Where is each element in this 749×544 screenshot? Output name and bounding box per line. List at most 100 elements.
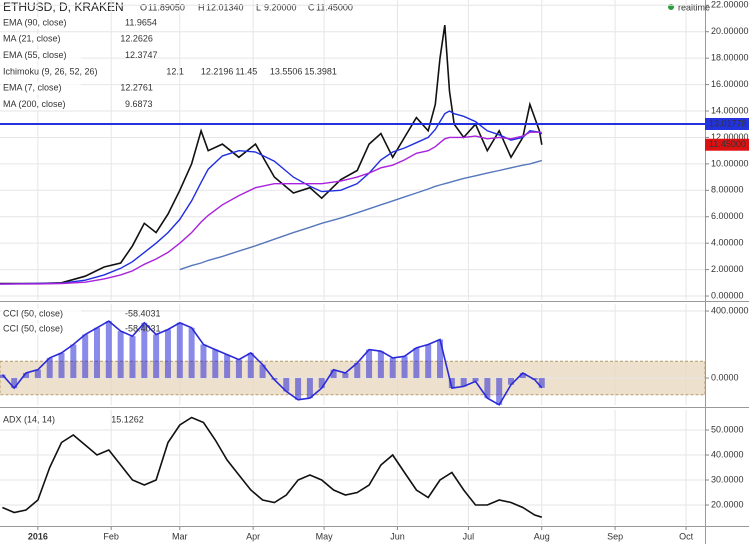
- y-tick-label: 12.00000: [711, 132, 749, 142]
- legend-value: 9.6873: [125, 99, 153, 109]
- legend-name: CCI (50, close): [3, 323, 63, 333]
- legend-name: MA (200, close): [3, 99, 66, 109]
- cci-bar: [247, 352, 254, 379]
- y-tick-label: 16.00000: [711, 79, 749, 89]
- cci-bar: [23, 373, 30, 379]
- cci-bar: [259, 364, 266, 379]
- legend-name: EMA (7, close): [3, 83, 62, 93]
- series-line: [0, 110, 543, 285]
- cci-bar: [235, 359, 242, 379]
- legend-value: -58.4031: [125, 308, 161, 318]
- x-tick-label: Feb: [103, 531, 119, 541]
- legend-value: 12.2626: [120, 34, 153, 44]
- legend-value: 11.9654: [125, 17, 157, 27]
- cci-bar: [70, 344, 77, 379]
- cci-bar: [354, 362, 361, 379]
- legend-bg: [1, 414, 81, 426]
- x-tick-label: Apr: [246, 531, 260, 541]
- legend-bg: [1, 65, 81, 78]
- y-tick-label: 18.00000: [711, 53, 749, 63]
- x-tick-label: Jul: [463, 531, 475, 541]
- price-label: 13.01778: [709, 118, 747, 128]
- cci-bar: [448, 378, 455, 389]
- legend-bg: [1, 82, 81, 95]
- cci-bar: [82, 334, 89, 379]
- legend-bg: [1, 308, 81, 320]
- cci-bar: [472, 378, 479, 382]
- cci-bar: [437, 339, 444, 379]
- cci-bar: [295, 378, 302, 400]
- x-tick-label: Mar: [172, 531, 188, 541]
- y-tick-label: 20.00000: [711, 26, 749, 36]
- cci-bar: [413, 347, 420, 379]
- y-tick-label: 20.0000: [711, 499, 744, 509]
- cci-bar: [283, 378, 290, 392]
- legend-name: CCI (50, close): [3, 308, 63, 318]
- legend-name: EMA (55, close): [3, 50, 67, 60]
- series-line: [2, 416, 543, 518]
- legend-bg: [1, 98, 81, 111]
- ohlc-key: O: [140, 2, 147, 12]
- x-tick-label: May: [316, 531, 334, 541]
- price-label-bg: [705, 138, 749, 151]
- legend-name: Ichimoku (9, 26, 52, 26): [3, 66, 98, 76]
- ohlc-value: 9.20000: [264, 2, 297, 12]
- y-tick-label: 50.0000: [711, 424, 744, 434]
- cci-bar: [164, 329, 171, 379]
- cci-bar: [11, 378, 18, 389]
- series-line: [179, 159, 542, 271]
- y-tick-label: 40.0000: [711, 449, 744, 459]
- cci-bar: [330, 369, 337, 379]
- y-tick-label: 30.0000: [711, 474, 744, 484]
- cci-bar: [508, 378, 515, 385]
- cci-bar: [117, 331, 124, 379]
- y-tick-label: 10.00000: [711, 158, 749, 168]
- y-tick-label: 8.00000: [711, 185, 744, 195]
- y-tick-label: 22.00000: [711, 0, 749, 10]
- x-tick-label: 2016: [28, 531, 48, 541]
- y-tick-label: 0.00000: [711, 290, 744, 300]
- cci-bar: [224, 354, 231, 379]
- legend-name: MA (21, close): [3, 34, 61, 44]
- legend-bg: [1, 49, 81, 62]
- legend-name: ADX (14, 14): [3, 414, 55, 424]
- cci-bar: [389, 357, 396, 379]
- cci-bar: [519, 373, 526, 379]
- cci-bar: [200, 344, 207, 379]
- legend-value: 15.1262: [111, 414, 144, 424]
- symbol-title: ETHUSD, D, KRAKEN: [3, 0, 124, 14]
- x-tick-label: Oct: [679, 531, 694, 541]
- cci-bar: [342, 373, 349, 379]
- ohlc-value: 11.89050: [148, 2, 185, 12]
- y-tick-label: 400.0000: [711, 305, 749, 315]
- cci-bar: [105, 321, 112, 379]
- legend-value: 15.3981: [304, 66, 337, 76]
- legend-value: 13.5506: [270, 66, 303, 76]
- y-tick-label: 14.00000: [711, 105, 749, 115]
- cci-bar: [425, 344, 432, 379]
- ohlc-value: 11.45000: [316, 2, 353, 12]
- cci-bar: [538, 378, 545, 388]
- y-tick-label: 4.00000: [711, 238, 744, 248]
- cci-bar: [496, 378, 503, 405]
- ohlc-value: 12.01340: [206, 2, 244, 12]
- legend-bg: [1, 33, 81, 46]
- legend-bg: [1, 323, 81, 335]
- ohlc-key: C: [308, 2, 315, 12]
- legend-value: 12.2761: [120, 83, 153, 93]
- series-line: [0, 131, 542, 285]
- x-tick-label: Aug: [534, 531, 550, 541]
- y-tick-label: 2.00000: [711, 264, 744, 274]
- cci-bar: [377, 351, 384, 379]
- x-tick-label: Sep: [607, 531, 623, 541]
- cci-bar: [318, 378, 325, 389]
- y-tick-label: 0.0000: [711, 372, 739, 382]
- cci-bar: [306, 378, 313, 399]
- cci-bar: [460, 378, 467, 387]
- cci-bar: [93, 327, 100, 379]
- cci-bar: [176, 322, 183, 379]
- y-tick-label: 6.00000: [711, 211, 744, 221]
- cci-bar: [58, 352, 65, 379]
- ohlc-key: H: [198, 2, 205, 12]
